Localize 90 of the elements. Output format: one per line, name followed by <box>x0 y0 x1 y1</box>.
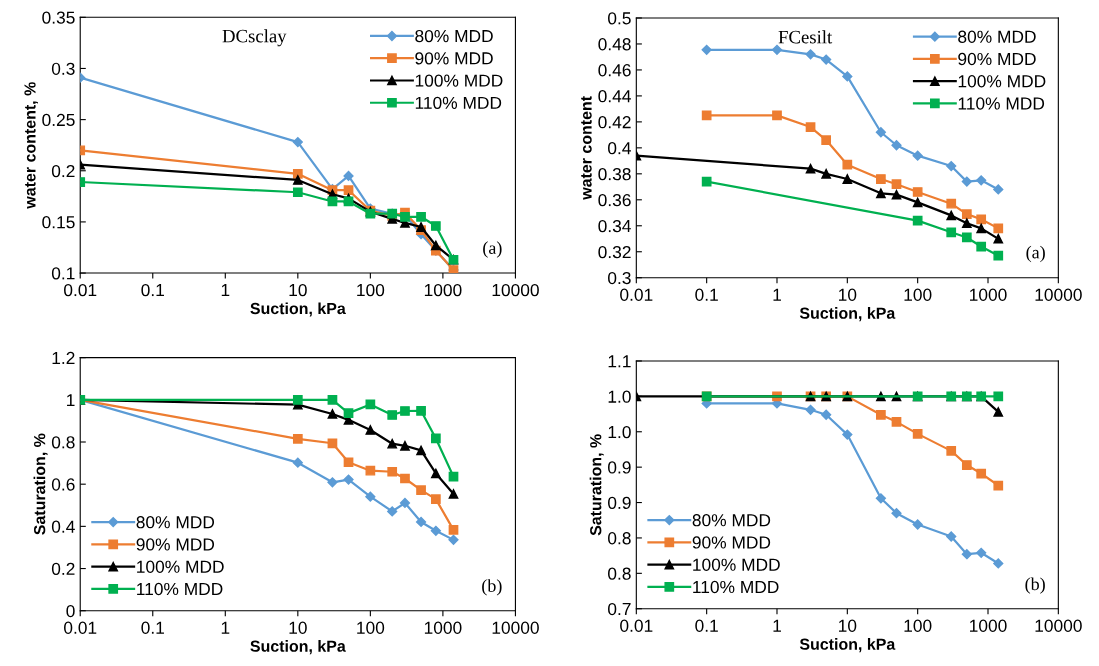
x-tick-label: 1 <box>773 619 781 632</box>
y-tick-label: 0.38 <box>598 167 631 181</box>
legend-label: 90% MDD <box>136 538 215 551</box>
y-tick-label: 0.3 <box>608 271 631 285</box>
x-tick-label: 100 <box>904 288 932 301</box>
y-tick-label: 0.42 <box>598 116 631 129</box>
y-tick-label: 0.9 <box>608 496 631 510</box>
y-tick-label: 1.1 <box>608 355 631 368</box>
y-tick-label: 0.8 <box>608 567 631 580</box>
y-axis-title: Saturation, % <box>33 433 48 535</box>
x-tick-label: 0.01 <box>620 619 653 632</box>
x-tick-label: 0.1 <box>141 621 164 634</box>
y-tick-label: 0.34 <box>598 219 631 233</box>
x-tick-label: 0.1 <box>695 288 718 301</box>
legend-label: 90% MDD <box>692 536 771 549</box>
x-tick-label: 10 <box>839 288 857 301</box>
y-tick-label: 0.35 <box>42 11 75 24</box>
legend-label: 100% MDD <box>137 560 224 573</box>
y-axis-title: water content, % <box>24 82 38 209</box>
legend-label: 100% MDD <box>415 74 503 87</box>
y-axis-title: Saturation, % <box>589 434 604 536</box>
y-tick-label: 0.44 <box>598 90 631 103</box>
y-tick-label: 1.2 <box>52 351 75 364</box>
x-tick-label: 10 <box>289 283 307 297</box>
y-tick-label: 0.1 <box>51 267 75 280</box>
x-axis-title: Suction, kPa <box>799 638 896 653</box>
x-tick-label: 0.1 <box>695 619 718 632</box>
y-tick-label: 0.2 <box>51 164 75 178</box>
x-tick-label: 10000 <box>1035 288 1082 301</box>
legend-label: 80% MDD <box>415 29 493 43</box>
x-tick-label: 1000 <box>424 283 462 297</box>
y-tick-label: 0.3 <box>51 62 75 75</box>
y-tick-label: 0.9 <box>608 461 631 474</box>
x-tick-label: 1000 <box>970 288 1007 301</box>
x-tick-label: 10000 <box>1035 619 1082 632</box>
y-tick-label: 0 <box>66 604 75 618</box>
x-tick-label: 100 <box>357 621 385 634</box>
legend-label: 80% MDD <box>136 516 215 529</box>
legend-label: 90% MDD <box>958 52 1036 66</box>
legend-label: 110% MDD <box>693 580 779 594</box>
y-tick-label: 1.0 <box>608 425 631 439</box>
y-tick-label: 0.7 <box>608 602 631 616</box>
x-tick-label: 0.01 <box>620 288 653 301</box>
y-tick-label: 0.5 <box>608 12 631 25</box>
annotation: (a) <box>483 241 502 258</box>
y-tick-label: 1 <box>67 394 75 407</box>
legend-label: 80% MDD <box>692 514 771 527</box>
y-tick-label: 0.6 <box>51 478 75 491</box>
annotation: FCesilt <box>778 30 833 44</box>
y-tick-label: 0.15 <box>42 216 75 229</box>
legend-label: 110% MDD <box>958 97 1045 110</box>
y-tick-label: 1.0 <box>608 390 631 403</box>
x-tick-label: 100 <box>904 619 932 632</box>
y-tick-label: 0.8 <box>51 436 75 449</box>
y-tick-label: 0.46 <box>598 64 631 77</box>
x-tick-label: 1000 <box>424 621 462 634</box>
y-tick-label: 0.25 <box>42 113 75 127</box>
x-tick-label: 100 <box>357 283 385 297</box>
x-tick-label: 1000 <box>970 619 1007 632</box>
x-tick-label: 0.1 <box>141 283 164 297</box>
x-axis-title: Suction, kPa <box>250 302 346 317</box>
y-tick-label: 0.4 <box>51 520 75 533</box>
x-axis-title: Suction, kPa <box>250 640 346 655</box>
y-tick-label: 0.48 <box>598 38 631 51</box>
annotation: (b) <box>482 579 502 596</box>
x-tick-label: 0.01 <box>64 283 97 297</box>
x-tick-label: 1 <box>221 284 230 297</box>
y-axis-title: water content <box>581 96 592 200</box>
y-tick-label: 0.32 <box>598 245 631 259</box>
legend-label: 100% MDD <box>693 558 780 571</box>
legend-label: 110% MDD <box>415 96 502 109</box>
x-tick-label: 0.01 <box>64 621 97 634</box>
legend-label: 100% MDD <box>958 75 1046 88</box>
y-tick-label: 0.8 <box>608 532 631 545</box>
x-tick-label: 1 <box>221 621 230 634</box>
annotation: DCsclay <box>222 29 287 47</box>
x-tick-label: 1 <box>773 288 781 301</box>
legend-label: 90% MDD <box>415 52 493 65</box>
x-tick-label: 10 <box>289 621 307 634</box>
annotation: (b) <box>1025 577 1045 594</box>
y-tick-label: 0.2 <box>51 562 75 575</box>
y-tick-label: 0.36 <box>598 193 631 207</box>
annotation: (a) <box>1026 245 1045 263</box>
x-tick-label: 10000 <box>492 283 539 297</box>
legend-label: 110% MDD <box>137 582 223 596</box>
x-tick-label: 10000 <box>492 621 539 634</box>
x-tick-label: 10 <box>839 619 857 632</box>
y-tick-label: 0.4 <box>608 142 631 155</box>
legend-label: 80% MDD <box>958 30 1036 43</box>
x-axis-title: Suction, kPa <box>799 307 896 322</box>
